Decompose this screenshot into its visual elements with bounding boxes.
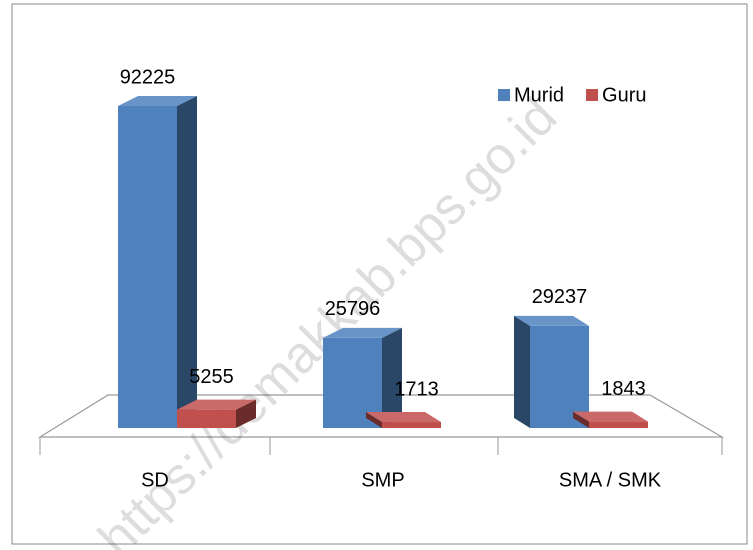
bar-top — [573, 411, 648, 422]
bar-front — [177, 409, 236, 428]
bar — [366, 412, 441, 428]
bar-front — [118, 106, 177, 428]
legend-swatch — [586, 89, 599, 101]
bar-top — [118, 96, 197, 106]
bar-top — [177, 399, 256, 410]
bar-side — [366, 412, 382, 428]
legend-label: Murid — [514, 84, 564, 106]
x-tick-label: SD — [141, 469, 169, 491]
bar-top — [323, 327, 402, 338]
bar — [118, 96, 197, 428]
data-label: 25796 — [325, 298, 381, 320]
bar-top — [514, 315, 589, 326]
bar-front — [382, 422, 441, 428]
bar — [573, 411, 648, 428]
bar-side — [236, 399, 256, 428]
bar-front — [530, 325, 589, 428]
bar-side — [514, 315, 530, 428]
data-label: 92225 — [120, 66, 176, 88]
legend-swatch — [498, 89, 510, 101]
data-label: 29237 — [532, 286, 588, 308]
bar-side — [177, 96, 197, 428]
data-label: 5255 — [189, 366, 234, 388]
bar — [514, 315, 589, 428]
x-tick-label: SMP — [361, 469, 404, 491]
legend-label: Guru — [602, 84, 646, 106]
data-label: 1843 — [601, 378, 646, 400]
bar-front — [589, 421, 648, 428]
x-tick-label: SMA / SMK — [559, 469, 662, 491]
bar-side — [382, 327, 402, 428]
data-label: 1713 — [394, 378, 439, 400]
bar-side — [573, 411, 589, 428]
bar — [177, 399, 256, 428]
bar-top — [366, 412, 441, 423]
